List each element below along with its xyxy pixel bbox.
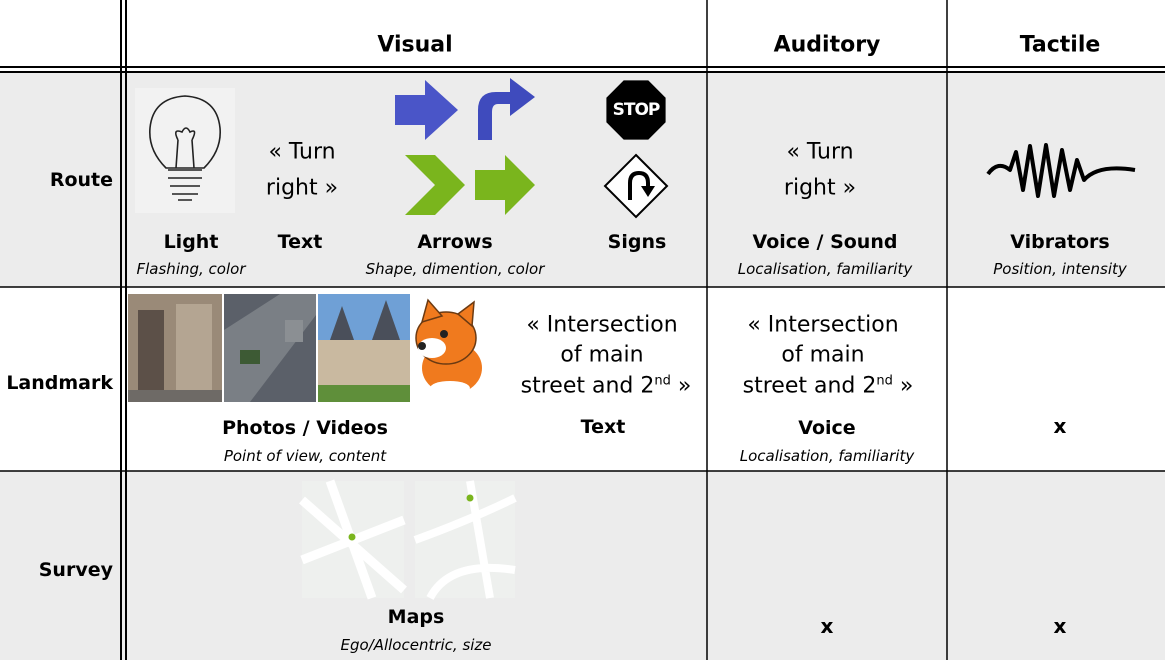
landmark-photos-part bbox=[318, 385, 410, 402]
item-name: Maps bbox=[387, 606, 445, 628]
quote-line: street and 2nd » bbox=[521, 373, 692, 398]
map-icons bbox=[299, 479, 517, 601]
item-attributes: Localisation, familiarity bbox=[739, 447, 915, 465]
sign-icons-part bbox=[603, 153, 669, 219]
item-name: Text bbox=[277, 231, 323, 253]
none-mark: x bbox=[1053, 414, 1067, 438]
sign-icons bbox=[603, 80, 669, 219]
map-icons-part bbox=[466, 494, 474, 502]
quote-close: » bbox=[899, 373, 914, 399]
item-attributes: Ego/Allocentric, size bbox=[340, 636, 492, 654]
fox-icon-part bbox=[440, 330, 448, 338]
sign-icons-part bbox=[628, 170, 650, 200]
quote-line: « Intersection bbox=[747, 312, 899, 338]
fox-icon bbox=[415, 298, 482, 395]
vibration-icon bbox=[986, 143, 1136, 198]
fox-icon-part bbox=[418, 338, 446, 358]
sign-icons-part bbox=[606, 80, 666, 140]
quote-line: « Intersection bbox=[526, 312, 678, 338]
fox-icon-part bbox=[430, 381, 470, 395]
arrow-icons bbox=[395, 78, 535, 215]
landmark-photos-part bbox=[285, 320, 303, 342]
none-mark: x bbox=[820, 614, 834, 638]
landmark-photos-part bbox=[240, 350, 260, 364]
item-attributes: Localisation, familiarity bbox=[737, 260, 913, 278]
landmark-photos-part bbox=[330, 306, 354, 340]
light-bulb-icon bbox=[135, 88, 235, 213]
quote-text: street and 2 bbox=[742, 373, 877, 399]
map-icons-part bbox=[413, 480, 517, 601]
landmark-photos-part bbox=[372, 300, 400, 340]
light-bulb-icon-part bbox=[168, 169, 202, 201]
fox-icon-part bbox=[418, 342, 426, 350]
quote-line: « Turn bbox=[786, 139, 854, 165]
fox-icon-part bbox=[456, 300, 475, 328]
item-name: Arrows bbox=[417, 231, 493, 253]
quote-line: right » bbox=[265, 175, 339, 201]
item-name: Light bbox=[163, 231, 219, 253]
item-attributes: Shape, dimention, color bbox=[365, 260, 545, 278]
light-bulb-icon-part bbox=[149, 95, 221, 169]
sign-icons-part bbox=[641, 186, 655, 197]
item-name: Voice bbox=[798, 417, 856, 439]
light-bulb-icon-part bbox=[135, 88, 235, 213]
quote-line: street and 2nd » bbox=[743, 373, 914, 398]
row-label: Route bbox=[49, 169, 113, 191]
quote-line: right » bbox=[783, 175, 857, 201]
item-name: Photos / Videos bbox=[222, 417, 388, 439]
row-label: Landmark bbox=[6, 372, 113, 394]
arrow-icons-part bbox=[478, 78, 535, 140]
quote-line: « Turn bbox=[268, 139, 336, 165]
map-icons-part bbox=[348, 533, 356, 541]
item-name: Vibrators bbox=[1010, 231, 1110, 253]
superscript: nd bbox=[876, 373, 893, 389]
quote-text: street and 2 bbox=[520, 373, 655, 399]
quote-line: of main bbox=[781, 342, 865, 368]
item-attributes: Flashing, color bbox=[136, 260, 246, 278]
column-header: Auditory bbox=[773, 32, 881, 58]
arrow-icons-part bbox=[395, 80, 458, 140]
map-icons-part bbox=[415, 481, 515, 598]
landmark-photos bbox=[128, 294, 410, 402]
item-name: Voice / Sound bbox=[752, 231, 898, 253]
landmark-photos-part bbox=[128, 390, 222, 402]
fox-icon-part bbox=[420, 298, 444, 324]
row-label: Survey bbox=[38, 559, 113, 581]
column-header: Visual bbox=[377, 32, 453, 58]
light-bulb-icon-part bbox=[174, 127, 196, 169]
none-mark: x bbox=[1053, 614, 1067, 638]
arrow-icons-part bbox=[475, 155, 535, 215]
item-name: Text bbox=[580, 416, 626, 438]
column-header: Tactile bbox=[1019, 32, 1101, 58]
arrow-icons-part bbox=[405, 155, 465, 215]
stop-sign-text: STOP bbox=[612, 100, 661, 120]
quote-close: » bbox=[677, 373, 692, 399]
quote-line: of main bbox=[560, 342, 644, 368]
item-attributes: Position, intensity bbox=[993, 260, 1127, 278]
item-name: Signs bbox=[607, 231, 667, 253]
landmark-photos-part bbox=[176, 304, 212, 390]
landmark-photos-part bbox=[138, 310, 164, 390]
survey-row-bg bbox=[0, 471, 1165, 660]
item-attributes: Point of view, content bbox=[223, 447, 387, 465]
superscript: nd bbox=[654, 373, 671, 389]
